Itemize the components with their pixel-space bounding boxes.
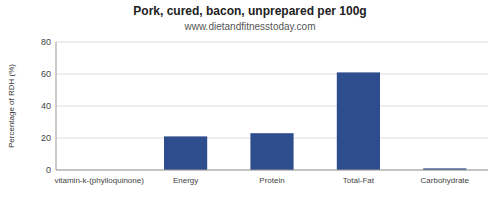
y-tick-label: 80 (41, 37, 51, 47)
y-axis-line (56, 42, 57, 170)
chart-svg: Pork, cured, bacon, unprepared per 100g w… (0, 0, 500, 200)
bar (337, 72, 380, 170)
bar (250, 133, 293, 170)
chart-container: Pork, cured, bacon, unprepared per 100g w… (0, 0, 500, 200)
grid-line (56, 170, 488, 171)
y-tick-label: 40 (41, 101, 51, 111)
x-axis-line (56, 170, 488, 171)
y-tick-label: 60 (41, 69, 51, 79)
bars (164, 72, 466, 170)
bar (164, 136, 207, 170)
y-tick-label: 0 (46, 165, 51, 175)
subtitle: www.dietandfitnesstoday.com (184, 21, 316, 32)
x-tick-label: Protein (259, 176, 284, 185)
x-tick-label: vitamin-k-(phylloquinone) (55, 176, 145, 185)
grid-line (56, 42, 488, 43)
title: Pork, cured, bacon, unprepared per 100g (133, 4, 366, 18)
grid-line (56, 106, 488, 107)
y-tick-label: 20 (41, 133, 51, 143)
x-tick-label: Carbohydrate (421, 176, 470, 185)
x-tick-label: Total-Fat (343, 176, 375, 185)
grid-line (56, 74, 488, 75)
x-tick-label: Energy (173, 176, 198, 185)
grid (56, 42, 488, 170)
y-axis-label: Percentage of RDH (%) (7, 64, 16, 148)
